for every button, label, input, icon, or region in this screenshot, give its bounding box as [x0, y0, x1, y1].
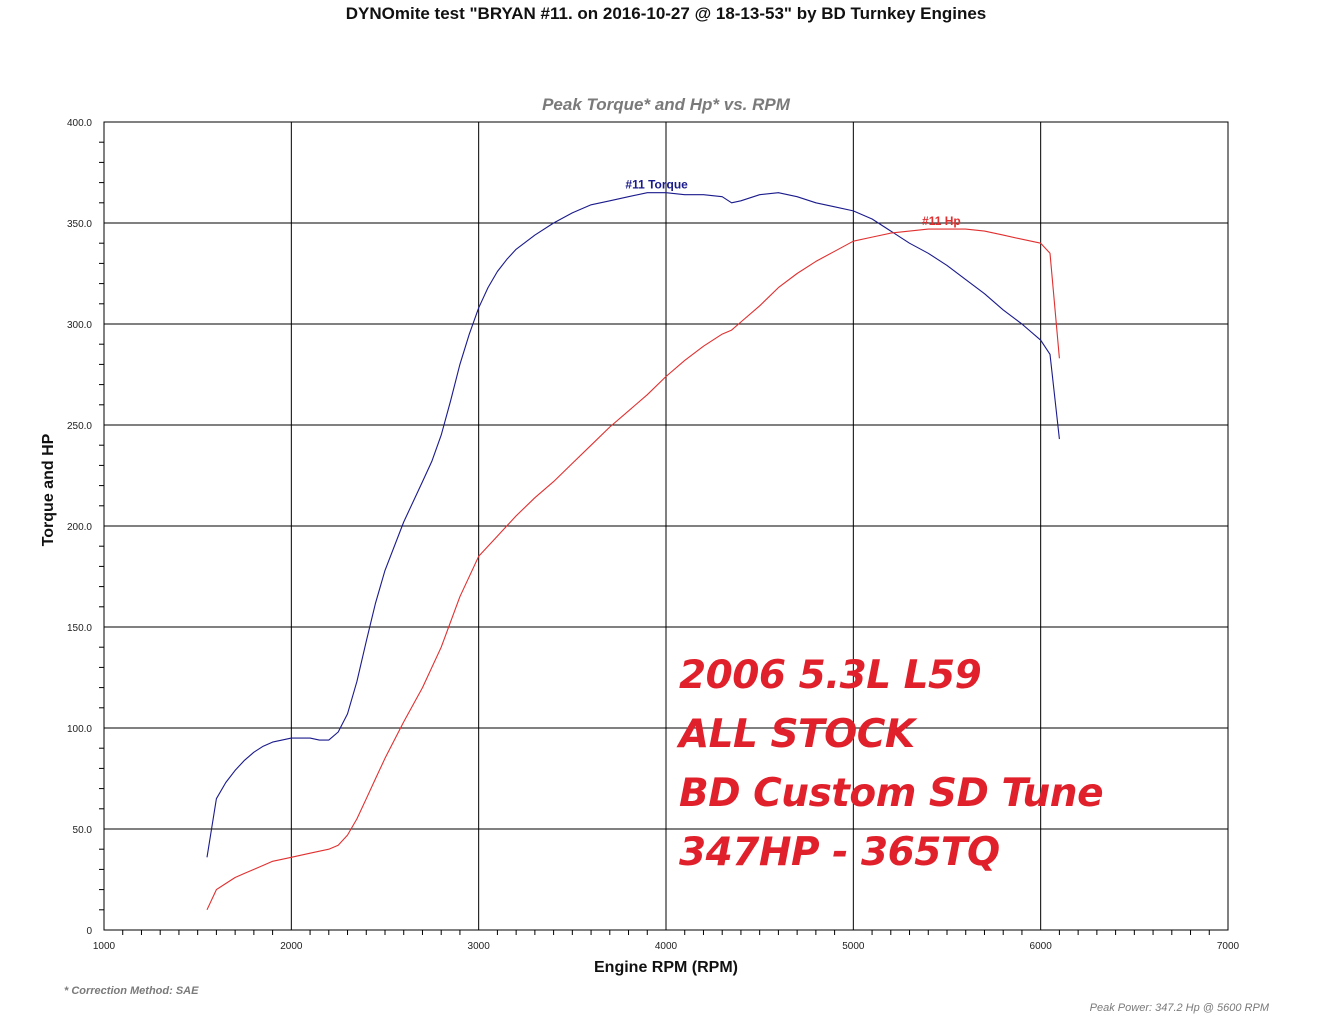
annotation-overlay: 2006 5.3L L59 ALL STOCK BD Custom SD Tun…	[679, 646, 1104, 882]
overlay-line-tune: BD Custom SD Tune	[679, 771, 1104, 816]
overlay-line-stock: ALL STOCK	[679, 712, 915, 757]
torque-series-label: #11 Torque	[625, 178, 688, 192]
x-tick-label: 6000	[1030, 941, 1053, 952]
y-tick-label: 50.0	[73, 825, 93, 836]
y-tick-label: 150.0	[67, 623, 92, 634]
overlay-line-result: 347HP - 365TQ	[679, 830, 1000, 875]
y-tick-label: 250.0	[67, 421, 92, 432]
y-tick-label: 300.0	[67, 320, 92, 331]
tick-layer: 1000 2000 3000 4000 5000 6000 7000 0 50.0 100.0 15…	[67, 118, 1240, 952]
x-tick-label: 3000	[468, 941, 491, 952]
hp-series-label: #11 Hp	[922, 214, 961, 228]
y-tick-label: 400.0	[67, 118, 92, 129]
chart-title: Peak Torque* and Hp* vs. RPM	[542, 95, 790, 114]
x-tick-label: 1000	[93, 941, 116, 952]
overlay-line-engine: 2006 5.3L L59	[679, 653, 982, 698]
y-tick-label: 0	[86, 926, 92, 937]
label-layer: #11 Torque #11 Hp	[625, 178, 960, 228]
y-axis-label: Torque and HP	[40, 433, 57, 546]
grid-layer	[103, 121, 1229, 931]
x-axis-label: Engine RPM (RPM)	[594, 959, 738, 976]
peak-power-note: Peak Power: 347.2 Hp @ 5600 RPM	[1089, 1002, 1269, 1014]
x-tick-label: 5000	[842, 941, 865, 952]
y-tick-label: 100.0	[67, 724, 92, 735]
page-title: DYNOmite test "BRYAN #11. on 2016-10-27 …	[345, 4, 987, 23]
x-tick-label: 4000	[655, 941, 678, 952]
x-tick-label: 7000	[1217, 941, 1240, 952]
correction-footnote: * Correction Method: SAE	[64, 985, 199, 997]
y-tick-label: 350.0	[67, 219, 92, 230]
x-tick-label: 2000	[280, 941, 303, 952]
hp-series-line	[206, 228, 1060, 911]
series-layer	[206, 192, 1060, 911]
torque-series-line	[206, 192, 1060, 858]
y-tick-label: 200.0	[67, 522, 92, 533]
